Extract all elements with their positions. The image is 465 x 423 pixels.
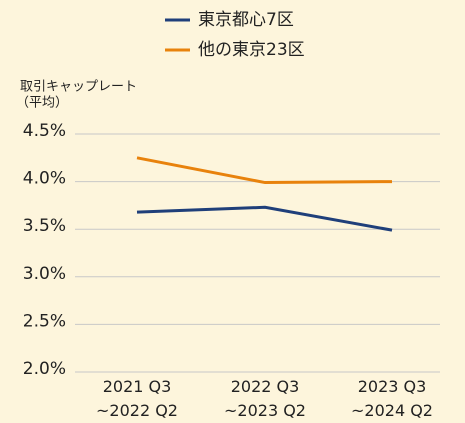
x-tick-label: 2022 Q3 ~2023 Q2 bbox=[224, 377, 306, 420]
y-tick-label: 4.0% bbox=[23, 169, 66, 189]
x-tick-label: 2023 Q3 ~2024 Q2 bbox=[351, 377, 433, 420]
y-tick-label: 2.5% bbox=[23, 311, 66, 331]
y-tick-label: 2.0% bbox=[23, 359, 66, 379]
legend-label: 東京都心7区 bbox=[198, 10, 294, 30]
y-axis-label: 取引キャップレート bbox=[20, 80, 137, 95]
legend-label: 他の東京23区 bbox=[198, 40, 305, 60]
y-tick-label: 4.5% bbox=[23, 121, 66, 141]
y-tick-label: 3.5% bbox=[23, 216, 66, 236]
y-axis-label: （平均） bbox=[16, 96, 68, 111]
x-tick-label: 2021 Q3 ~2022 Q2 bbox=[96, 377, 178, 420]
y-tick-label: 3.0% bbox=[23, 264, 66, 284]
series-line bbox=[136, 156, 393, 185]
series-line bbox=[136, 205, 393, 232]
